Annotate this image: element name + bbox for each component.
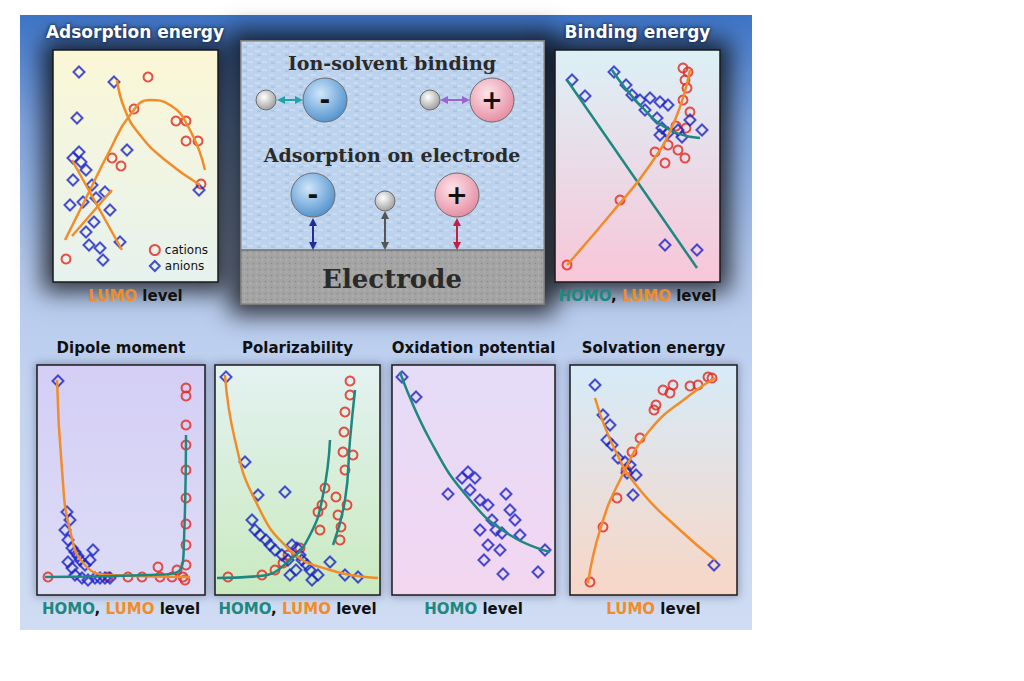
svg-text:-: -	[320, 85, 331, 115]
html-text:Polarizability: Polarizability	[242, 339, 353, 357]
html-text:Adsorption energy: Adsorption energy	[45, 22, 225, 42]
svg-text:Electrode: Electrode	[322, 264, 462, 294]
svg-text:+: +	[481, 85, 503, 115]
svg-text:cations: cations	[165, 243, 208, 257]
html-text:Solvation energy: Solvation energy	[581, 339, 726, 357]
html-text:HOMO, LUMO level: HOMO, LUMO level	[218, 600, 377, 618]
html-text:HOMO, LUMO level: HOMO, LUMO level	[558, 287, 717, 305]
svg-text:+: +	[446, 180, 468, 210]
html-text:Dipole moment: Dipole moment	[56, 339, 186, 357]
svg-text:Adsorption on electrode: Adsorption on electrode	[263, 144, 521, 166]
svg-text:anions: anions	[165, 259, 205, 273]
html-text:Binding energy: Binding energy	[564, 22, 711, 42]
svg-text:-: -	[308, 180, 319, 210]
svg-text:Ion-solvent binding: Ion-solvent binding	[288, 52, 496, 74]
html-text:HOMO level: HOMO level	[424, 600, 523, 618]
html-text:HOMO, LUMO level: HOMO, LUMO level	[41, 600, 201, 618]
html-text:LUMO level: LUMO level	[606, 600, 701, 618]
html-text:Oxidation potential: Oxidation potential	[391, 339, 556, 357]
html-text:LUMO level: LUMO level	[88, 287, 183, 305]
